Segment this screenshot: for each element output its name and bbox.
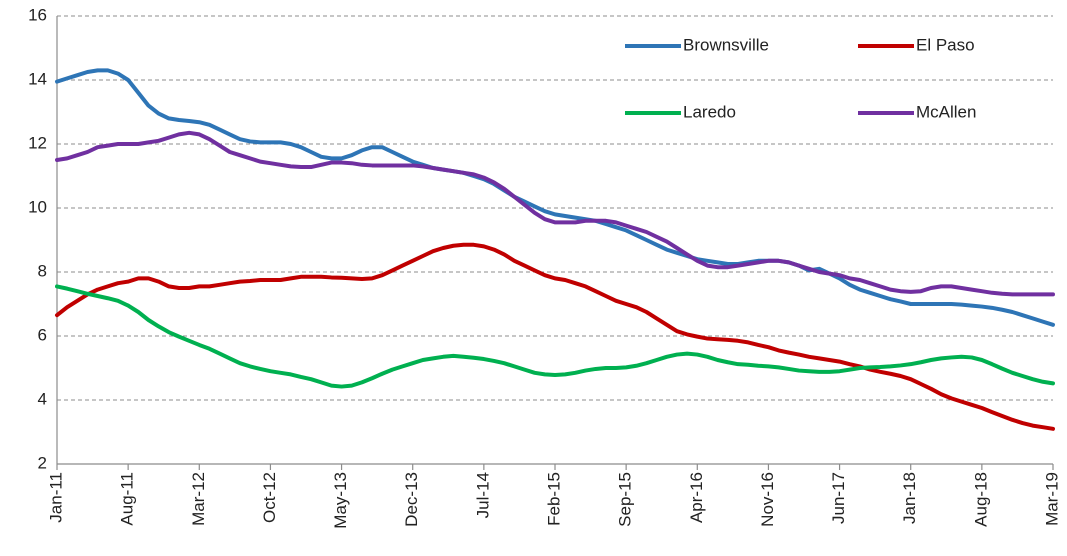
x-tick-label: Jul-14 <box>473 472 492 518</box>
x-tick-label: Oct-12 <box>260 472 279 523</box>
line-series <box>55 130 1055 297</box>
x-tick-label: Apr-16 <box>687 472 706 523</box>
x-tick-label: Jan-18 <box>900 472 919 524</box>
line-series <box>55 242 1055 431</box>
y-tick-label: 2 <box>38 453 47 472</box>
x-tick-label: Mar-19 <box>1042 472 1061 526</box>
x-tick-label: Aug-11 <box>118 472 137 526</box>
line-series <box>55 68 1055 327</box>
x-tick-label: Nov-16 <box>758 472 777 527</box>
legend-label: Brownsville <box>683 35 769 54</box>
x-tick-label: Aug-18 <box>971 472 990 527</box>
x-tick-label: Feb-15 <box>544 472 563 526</box>
x-tick-label: Sep-15 <box>616 472 635 527</box>
y-tick-label: 16 <box>28 5 47 24</box>
y-tick-label: 14 <box>28 69 47 88</box>
x-tick-label: Dec-13 <box>402 472 421 527</box>
y-tick-label: 12 <box>28 133 47 152</box>
y-tick-label: 10 <box>28 197 47 216</box>
legend-label: El Paso <box>916 35 975 54</box>
legend-label: Laredo <box>683 102 736 121</box>
legend-label: McAllen <box>916 102 976 121</box>
x-tick-label: Mar-12 <box>189 472 208 526</box>
y-tick-label: 4 <box>38 389 47 408</box>
x-tick-label: May-13 <box>331 472 350 529</box>
x-tick-label: Jun-17 <box>829 472 848 524</box>
x-tick-label: Jan-11 <box>46 472 65 523</box>
line-series <box>55 284 1055 389</box>
y-tick-label: 8 <box>38 261 47 280</box>
y-tick-label: 6 <box>38 325 47 344</box>
